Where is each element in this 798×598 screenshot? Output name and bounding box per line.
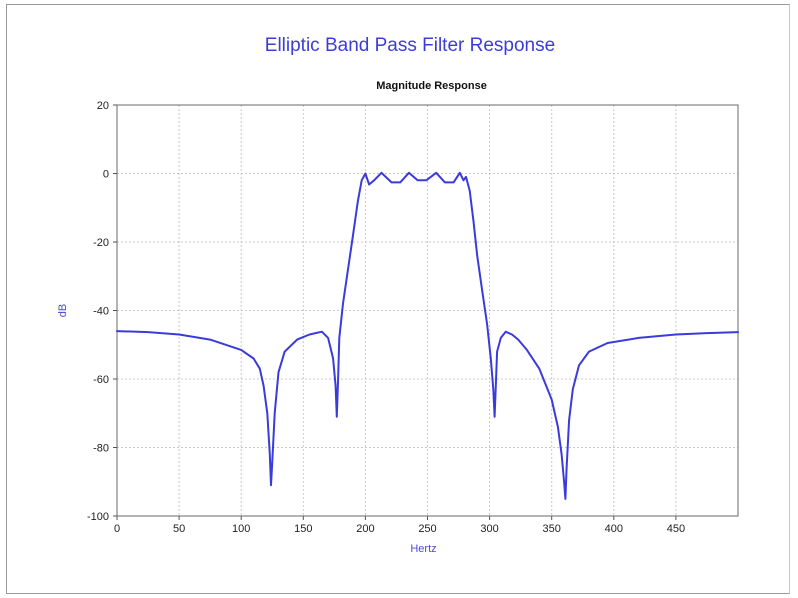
magnitude-series-line xyxy=(116,171,739,500)
x-tick-label: 350 xyxy=(543,523,561,535)
x-tick-label: 200 xyxy=(356,523,374,535)
y-tick-label: -40 xyxy=(93,306,109,318)
x-tick-label: 450 xyxy=(667,523,685,535)
chart-window: Elliptic Band Pass Filter Response xyxy=(6,4,790,594)
y-tick-label: 20 xyxy=(97,100,109,112)
x-axis-label: Hertz xyxy=(410,543,436,555)
chart-title: Magnitude Response xyxy=(376,80,487,92)
grid-layer xyxy=(117,105,738,516)
y-tick-label: -100 xyxy=(87,511,109,523)
y-tick-label: -60 xyxy=(93,374,109,386)
x-tick-label: 150 xyxy=(294,523,312,535)
x-tick-label: 400 xyxy=(605,523,623,535)
y-tick-label: 0 xyxy=(103,169,109,181)
y-axis-label: dB xyxy=(57,304,69,317)
x-tick-label: 100 xyxy=(232,523,250,535)
chart-window-title: Elliptic Band Pass Filter Response xyxy=(264,35,556,56)
axis-layer: 0 50 100 150 200 250 300 350 400 450200-20-40-60-… xyxy=(87,100,685,535)
x-tick-label: 250 xyxy=(418,523,436,535)
y-tick-label: -80 xyxy=(93,443,109,455)
x-tick-label: 0 xyxy=(114,523,120,535)
y-tick-label: -20 xyxy=(93,237,109,249)
x-tick-label: 50 xyxy=(173,523,185,535)
x-tick-label: 300 xyxy=(480,523,498,535)
